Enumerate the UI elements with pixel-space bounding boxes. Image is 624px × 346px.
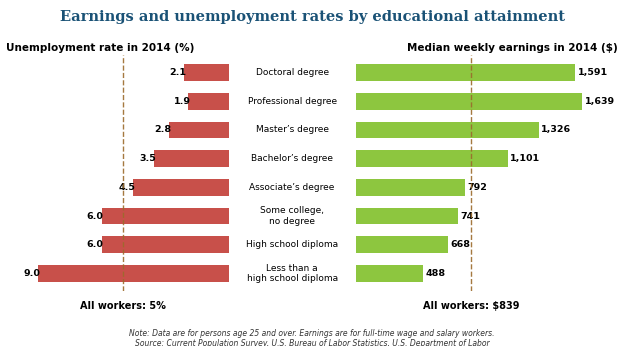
- Text: 1,101: 1,101: [510, 154, 540, 163]
- Text: 2.8: 2.8: [154, 126, 172, 135]
- Bar: [356, 208, 458, 224]
- Text: 1.9: 1.9: [173, 97, 190, 106]
- Text: 9.0: 9.0: [23, 269, 40, 278]
- Text: 488: 488: [426, 269, 446, 278]
- Bar: [38, 265, 228, 282]
- Text: Note: Data are for persons age 25 and over. Earnings are for full-time wage and : Note: Data are for persons age 25 and ov…: [129, 329, 495, 346]
- Text: 668: 668: [451, 240, 470, 249]
- Text: Less than a
high school diploma: Less than a high school diploma: [246, 264, 338, 283]
- Text: Median weekly earnings in 2014 ($): Median weekly earnings in 2014 ($): [407, 43, 618, 53]
- Text: 792: 792: [467, 183, 487, 192]
- Text: Master’s degree: Master’s degree: [256, 126, 329, 135]
- Bar: [356, 122, 539, 138]
- Text: High school diploma: High school diploma: [246, 240, 338, 249]
- Bar: [102, 208, 228, 224]
- Text: 6.0: 6.0: [87, 240, 104, 249]
- Text: Professional degree: Professional degree: [248, 97, 337, 106]
- Text: All workers: 5%: All workers: 5%: [80, 301, 165, 311]
- Bar: [356, 236, 448, 253]
- Bar: [356, 265, 423, 282]
- Bar: [155, 150, 228, 167]
- Bar: [184, 64, 228, 81]
- Text: 6.0: 6.0: [87, 211, 104, 220]
- Text: 1,326: 1,326: [542, 126, 572, 135]
- Bar: [169, 122, 228, 138]
- Text: Some college,
no degree: Some college, no degree: [260, 206, 324, 226]
- Text: 3.5: 3.5: [140, 154, 157, 163]
- Text: 2.1: 2.1: [169, 68, 186, 77]
- Bar: [102, 236, 228, 253]
- Bar: [356, 179, 465, 196]
- Text: 1,639: 1,639: [585, 97, 615, 106]
- Text: Associate’s degree: Associate’s degree: [250, 183, 335, 192]
- Text: Doctoral degree: Doctoral degree: [256, 68, 329, 77]
- Text: 741: 741: [461, 211, 480, 220]
- Bar: [134, 179, 228, 196]
- Text: 4.5: 4.5: [119, 183, 135, 192]
- Bar: [356, 150, 507, 167]
- Bar: [188, 93, 228, 110]
- Bar: [356, 93, 582, 110]
- Bar: [356, 64, 575, 81]
- Text: Earnings and unemployment rates by educational attainment: Earnings and unemployment rates by educa…: [59, 10, 565, 24]
- Text: All workers: $839: All workers: $839: [423, 301, 520, 311]
- Text: Bachelor’s degree: Bachelor’s degree: [251, 154, 333, 163]
- Text: 1,591: 1,591: [578, 68, 608, 77]
- Text: Unemployment rate in 2014 (%): Unemployment rate in 2014 (%): [6, 43, 195, 53]
